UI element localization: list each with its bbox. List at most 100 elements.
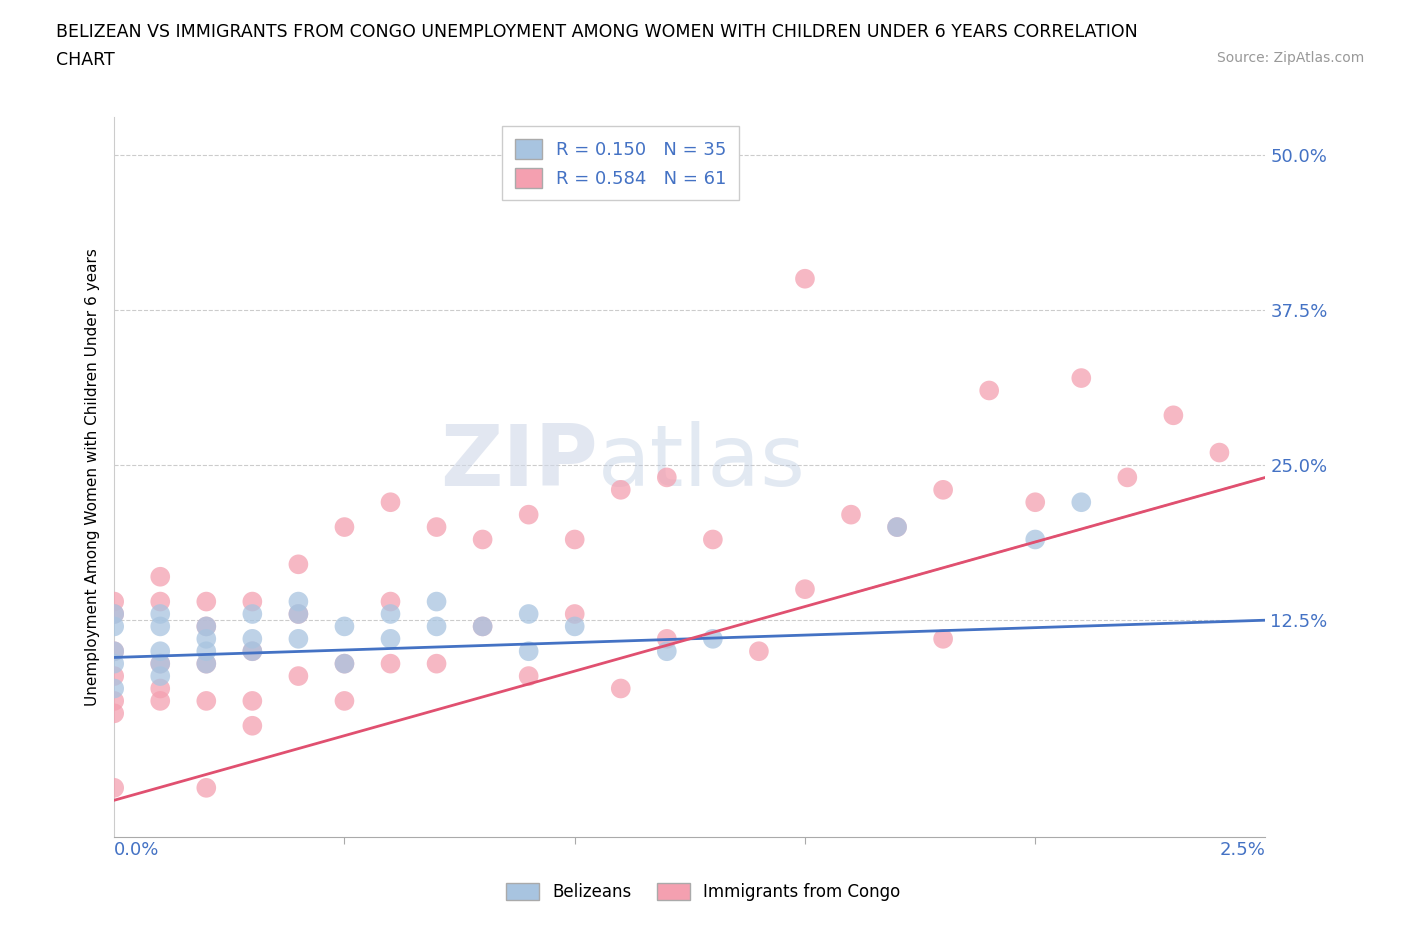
Text: CHART: CHART [56,51,115,69]
Point [195,694,218,709]
Text: 0.0%: 0.0% [114,842,159,859]
Point [1163,408,1185,423]
Point [564,606,586,621]
Point [979,383,1001,398]
Point [425,594,447,609]
Point [240,594,263,609]
Point [517,606,540,621]
Y-axis label: Unemployment Among Women with Children Under 6 years: Unemployment Among Women with Children U… [86,248,100,707]
Point [149,681,172,696]
Legend: R = 0.150   N = 35, R = 0.584   N = 61: R = 0.150 N = 35, R = 0.584 N = 61 [502,126,740,200]
Point [517,507,540,522]
Point [471,532,494,547]
Point [886,520,908,535]
Text: atlas: atlas [598,421,806,504]
Point [748,644,770,658]
Point [333,619,356,634]
Point [794,581,817,596]
Point [240,644,263,658]
Point [287,557,309,572]
Point [287,594,309,609]
Point [380,657,402,671]
Point [655,631,678,646]
Point [287,606,309,621]
Point [149,694,172,709]
Point [149,569,172,584]
Point [103,694,125,709]
Point [195,619,218,634]
Point [380,495,402,510]
Point [103,594,125,609]
Point [425,657,447,671]
Text: BELIZEAN VS IMMIGRANTS FROM CONGO UNEMPLOYMENT AMONG WOMEN WITH CHILDREN UNDER 6: BELIZEAN VS IMMIGRANTS FROM CONGO UNEMPL… [56,23,1137,41]
Point [103,657,125,671]
Text: ZIP: ZIP [440,421,598,504]
Point [103,606,125,621]
Point [103,644,125,658]
Point [564,619,586,634]
Point [149,606,172,621]
Point [425,619,447,634]
Point [655,470,678,485]
Point [240,606,263,621]
Point [1070,495,1092,510]
Point [103,681,125,696]
Point [149,644,172,658]
Point [195,631,218,646]
Point [471,619,494,634]
Point [517,644,540,658]
Point [240,644,263,658]
Point [425,520,447,535]
Point [794,272,817,286]
Point [839,507,862,522]
Point [103,619,125,634]
Point [103,644,125,658]
Point [702,532,724,547]
Point [195,657,218,671]
Point [1116,470,1139,485]
Point [380,594,402,609]
Point [932,631,955,646]
Point [517,669,540,684]
Point [333,694,356,709]
Point [1024,495,1046,510]
Point [149,669,172,684]
Point [380,631,402,646]
Point [333,657,356,671]
Point [103,669,125,684]
Point [103,706,125,721]
Point [195,594,218,609]
Point [149,594,172,609]
Point [195,644,218,658]
Legend: Belizeans, Immigrants from Congo: Belizeans, Immigrants from Congo [499,876,907,908]
Point [564,532,586,547]
Point [240,694,263,709]
Point [103,606,125,621]
Point [886,520,908,535]
Point [333,520,356,535]
Point [287,606,309,621]
Point [1024,532,1046,547]
Point [333,657,356,671]
Point [240,718,263,733]
Point [1208,445,1230,460]
Point [103,780,125,795]
Point [149,619,172,634]
Point [195,657,218,671]
Point [655,644,678,658]
Point [195,780,218,795]
Point [380,606,402,621]
Point [149,657,172,671]
Point [702,631,724,646]
Point [610,681,633,696]
Point [195,619,218,634]
Point [610,483,633,498]
Point [932,483,955,498]
Text: 2.5%: 2.5% [1219,842,1265,859]
Point [149,657,172,671]
Point [240,631,263,646]
Point [287,631,309,646]
Point [287,669,309,684]
Point [471,619,494,634]
Text: Source: ZipAtlas.com: Source: ZipAtlas.com [1216,51,1364,65]
